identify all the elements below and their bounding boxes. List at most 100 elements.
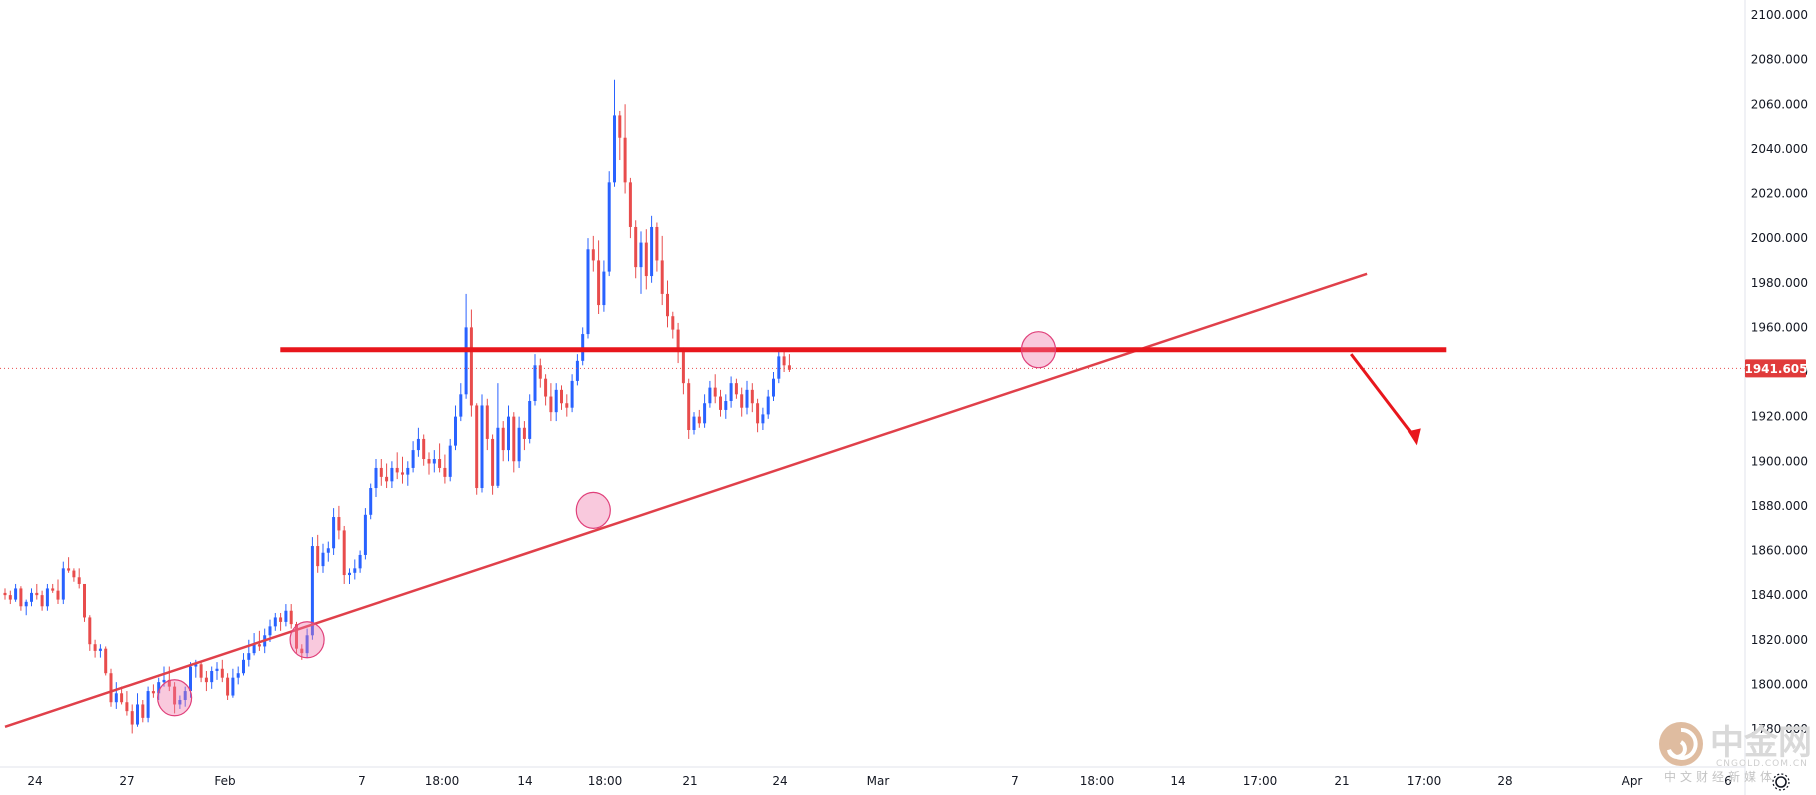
candle: [220, 659, 224, 683]
candle: [607, 171, 611, 277]
candle: [401, 456, 404, 484]
candle-body: [480, 405, 484, 489]
candle: [114, 682, 118, 709]
candle-body: [565, 403, 569, 408]
candle-body: [353, 568, 357, 573]
candle-body: [613, 115, 616, 183]
candle: [432, 450, 436, 473]
candle: [628, 177, 632, 239]
candle-body: [729, 383, 733, 402]
candle-body: [189, 666, 192, 692]
candle-body: [130, 711, 134, 725]
candle: [575, 354, 579, 386]
candle-body: [750, 389, 754, 404]
candle-body: [247, 653, 251, 660]
candle-body: [708, 387, 712, 404]
candle: [279, 612, 283, 631]
settings-gear-icon[interactable]: [1772, 773, 1790, 791]
candle: [560, 385, 563, 410]
candle: [332, 508, 336, 555]
candle: [777, 349, 781, 384]
y-tick-label: 2080.000: [1751, 53, 1808, 67]
candle-body: [173, 686, 177, 705]
candle-body: [77, 577, 81, 584]
candle: [586, 238, 590, 339]
price-axis[interactable]: 1780.000 1800.000 1820.000 1840.000 1860.000…: [1751, 8, 1808, 736]
candle-body: [157, 682, 161, 694]
candle: [395, 452, 399, 480]
candle-body: [628, 182, 632, 227]
candle-body: [422, 438, 426, 460]
candle-body: [178, 699, 182, 705]
candle-body: [390, 467, 394, 482]
candle: [597, 240, 601, 314]
candle-body: [61, 568, 65, 600]
candle: [305, 628, 309, 658]
current-price-tag-bg: [1745, 359, 1806, 378]
candle: [697, 409, 701, 428]
time-axis[interactable]: 24 27 Feb 7 18:00 14 18:00 21 24 Mar 7 18:00 14 17:00…: [27, 774, 1731, 788]
candle-body: [772, 378, 775, 397]
candle-body: [411, 450, 415, 468]
candle-body: [533, 365, 537, 402]
watermark-slogan: 中文财经新媒体: [1664, 769, 1776, 784]
candle: [692, 412, 696, 435]
candle-body: [777, 356, 781, 379]
candle: [88, 615, 92, 651]
candle: [120, 686, 124, 705]
candle-body: [602, 271, 606, 306]
candle-body: [358, 554, 362, 569]
candle: [416, 427, 420, 457]
x-tick-label: 6: [1724, 774, 1732, 788]
candle-body: [634, 226, 638, 268]
candle-body: [745, 389, 749, 408]
candle-body: [109, 673, 113, 703]
candle: [676, 322, 680, 364]
x-tick-label: 21: [682, 774, 697, 788]
candle-body: [512, 416, 516, 462]
candle-body: [83, 583, 86, 618]
candle: [379, 459, 383, 486]
candle-body: [443, 467, 447, 477]
candle: [226, 673, 230, 700]
candle: [491, 434, 495, 495]
candle: [750, 383, 754, 413]
candle-body: [575, 360, 579, 381]
candle: [390, 461, 394, 489]
candle-body: [114, 693, 118, 703]
candle: [411, 441, 415, 473]
touch-point-circle: [157, 679, 193, 717]
candle-body: [681, 349, 685, 384]
x-tick-label: Mar: [867, 774, 890, 788]
candle-body: [279, 617, 283, 622]
candle: [67, 557, 71, 573]
candle-body: [687, 383, 691, 431]
candle: [480, 394, 484, 493]
candle-body: [549, 396, 553, 413]
candle: [719, 389, 722, 417]
candle: [242, 653, 245, 676]
x-tick-label: 18:00: [588, 774, 623, 788]
candle: [348, 568, 351, 584]
candle: [204, 670, 208, 692]
candle-body: [104, 648, 108, 674]
candle: [35, 583, 39, 600]
candle-body: [671, 316, 675, 330]
candle: [756, 398, 760, 433]
candle-body: [316, 546, 320, 567]
candle: [385, 463, 389, 489]
candle-body: [199, 664, 203, 678]
candle: [761, 407, 765, 431]
candle: [703, 394, 707, 428]
candle-body: [210, 670, 214, 683]
annotations: [4, 272, 1447, 728]
y-tick-label: 2020.000: [1751, 187, 1808, 201]
candle: [369, 483, 373, 520]
candle-body: [93, 644, 97, 651]
candle: [565, 394, 569, 417]
candle-body: [257, 644, 261, 647]
candle: [3, 588, 7, 600]
candle: [374, 459, 378, 497]
candle-body: [586, 249, 590, 335]
candle-body: [507, 416, 510, 451]
